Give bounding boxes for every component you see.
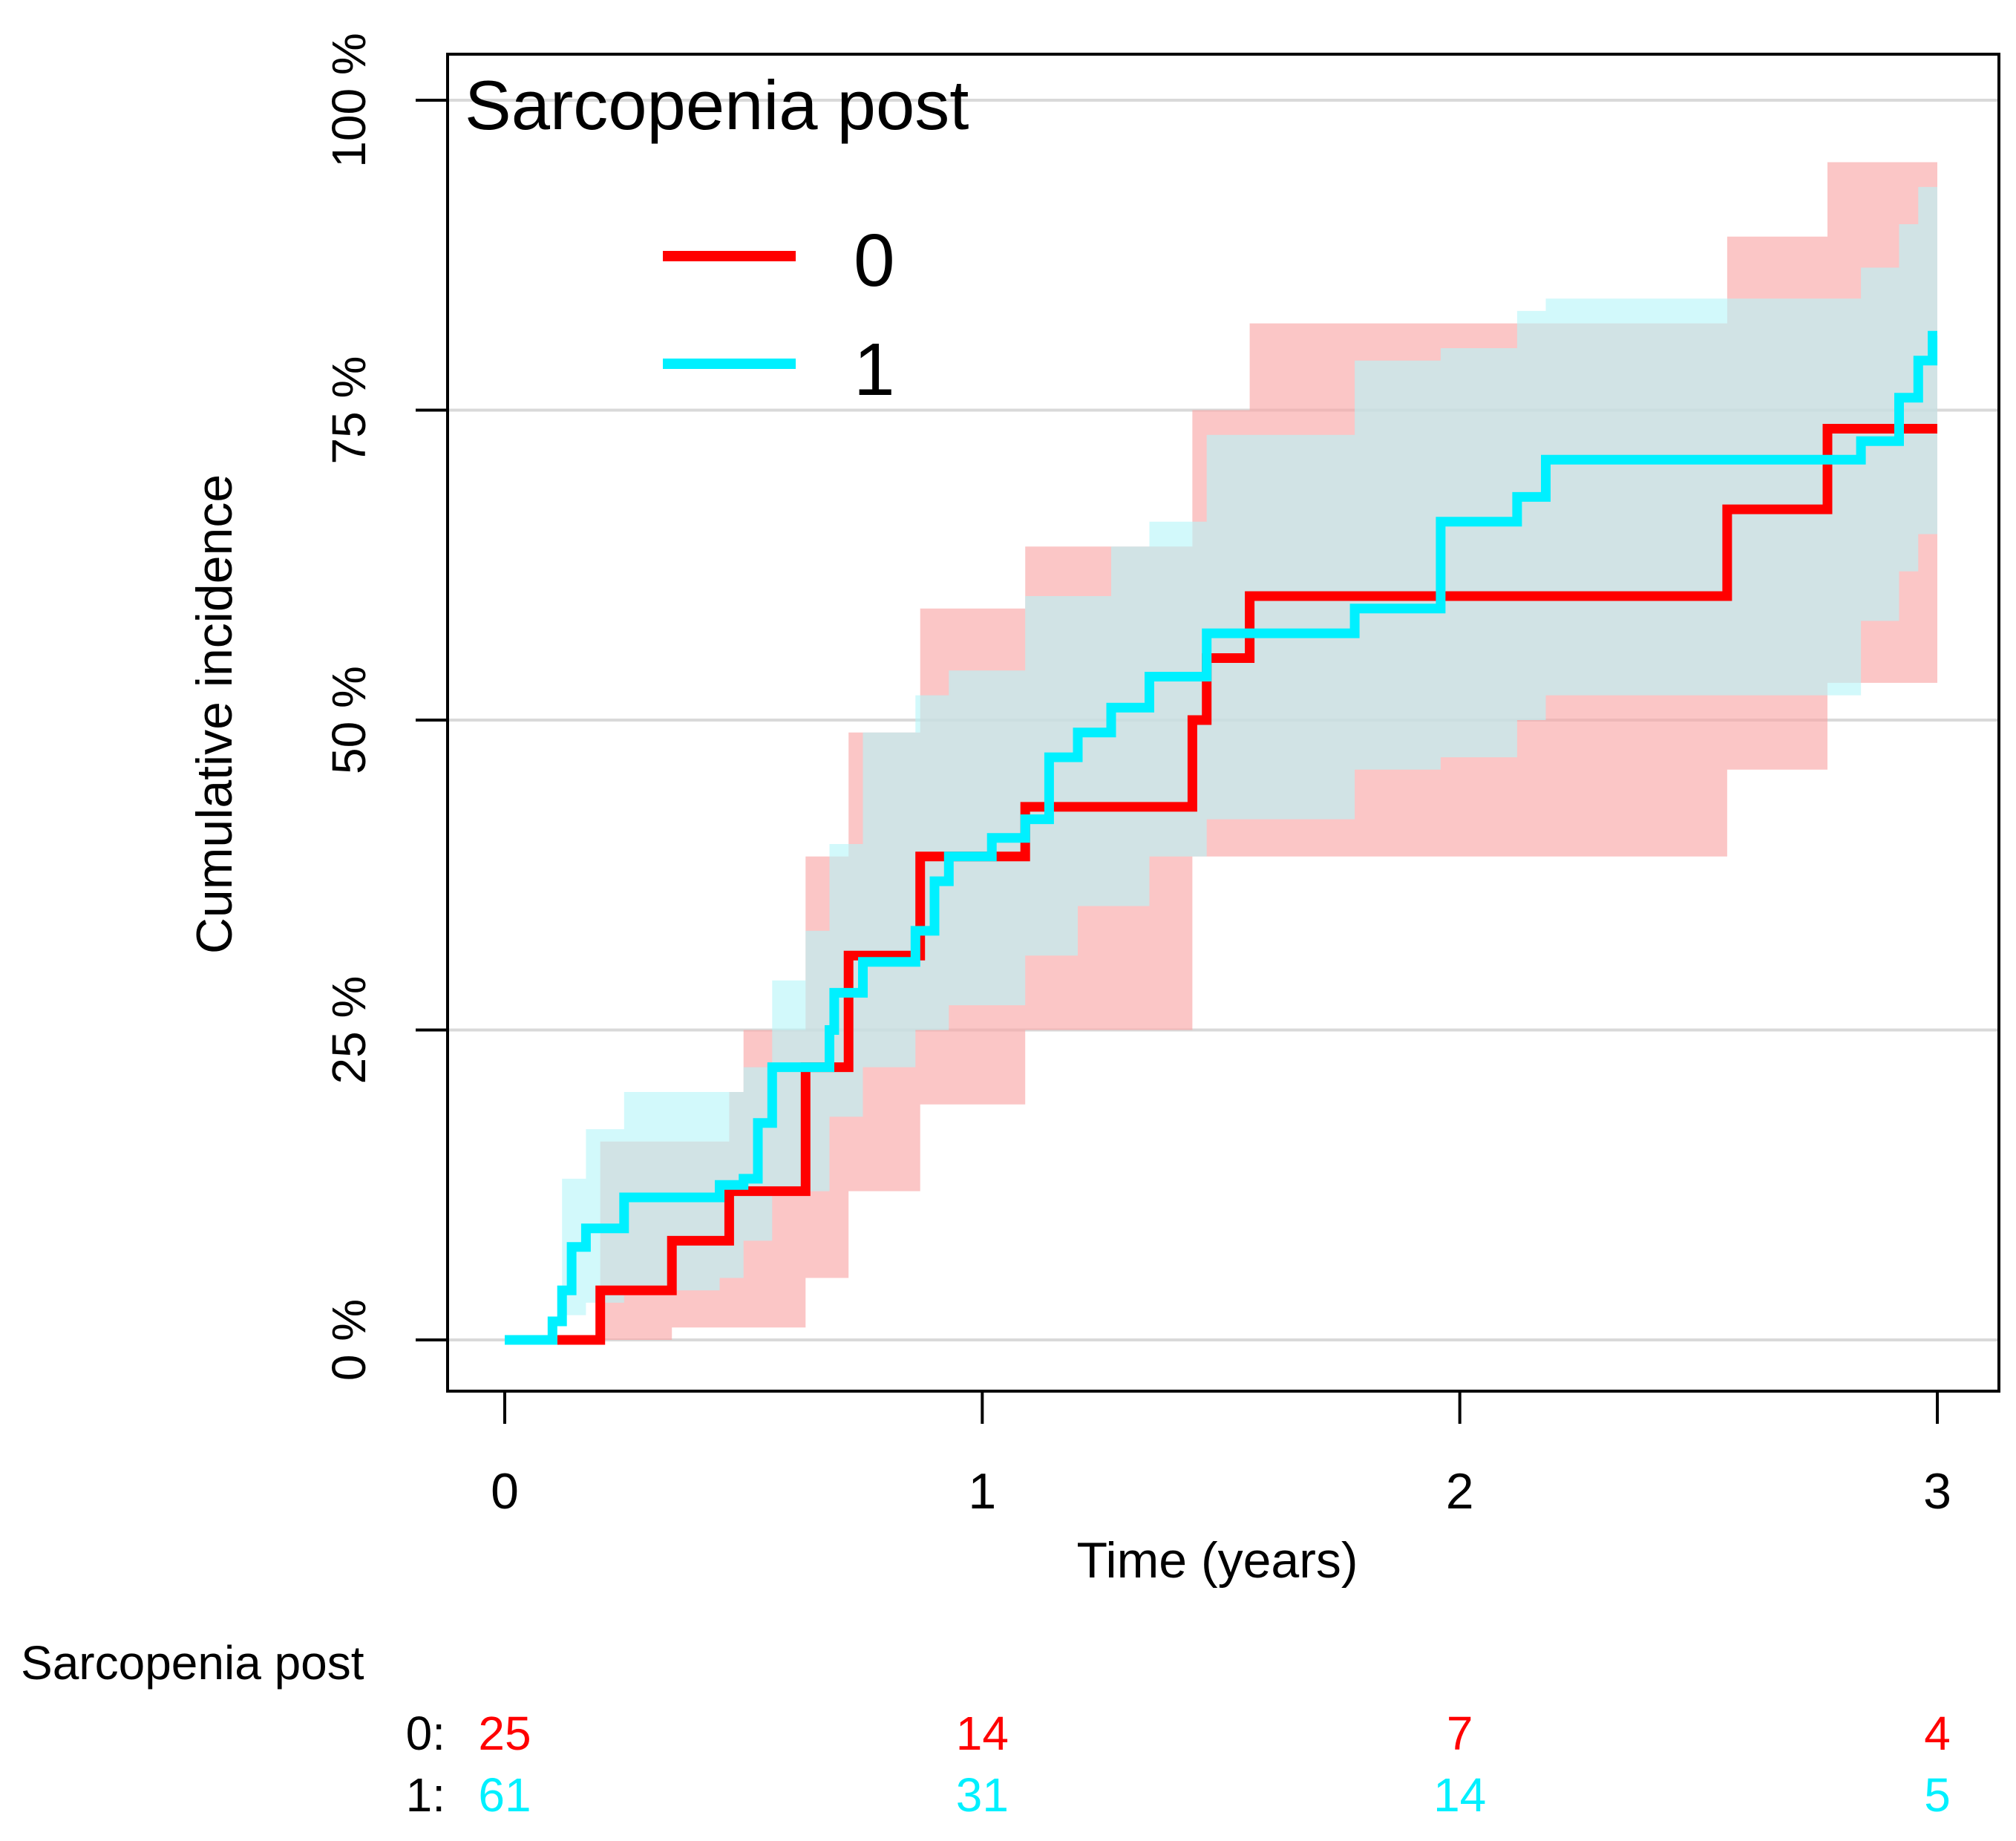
x-tick-label-0: 0 (491, 1463, 519, 1520)
y-tick-label-4: 100 % (322, 33, 376, 167)
risk-count-0-2: 7 (1447, 1707, 1473, 1760)
y-axis-title: Cumulative incidence (186, 474, 243, 954)
risk-count-0-3: 4 (1924, 1707, 1951, 1760)
risk-table-title: Sarcopenia post (21, 1636, 364, 1690)
legend-label-0: 0 (854, 219, 895, 302)
incidence-line-1 (505, 330, 1938, 1345)
legend-label-1: 1 (854, 328, 895, 411)
x-tick-label-1: 1 (968, 1463, 996, 1520)
legend: Sarcopenia post 0 1 (465, 66, 969, 411)
x-tick-label-3: 3 (1923, 1463, 1951, 1520)
risk-table: Sarcopenia post 0: 1: 25 14 7 4 61 31 14 5 (21, 1636, 1951, 1822)
risk-count-0-1: 14 (956, 1707, 1009, 1760)
y-tick-label-3: 75 % (322, 356, 376, 465)
y-tick-label-1: 25 % (322, 976, 376, 1085)
risk-row-label-1: 1: (406, 1768, 445, 1822)
y-tick-label-0: 0 % (322, 1299, 376, 1381)
confidence-band-1 (552, 186, 1937, 1340)
risk-row-label-0: 0: (406, 1707, 445, 1760)
x-tick-label-2: 2 (1446, 1463, 1474, 1520)
y-tick-label-2: 50 % (322, 666, 376, 774)
axes: 0 % 25 % 50 % 75 % 100 % 0 1 2 3 (322, 33, 1951, 1520)
incidence-curves (505, 330, 1938, 1345)
legend-title: Sarcopenia post (465, 66, 969, 144)
x-axis-title: Time (years) (1076, 1532, 1358, 1589)
risk-count-1-0: 61 (478, 1768, 531, 1822)
risk-count-1-3: 5 (1924, 1768, 1951, 1822)
risk-count-1-1: 31 (956, 1768, 1009, 1822)
risk-count-1-2: 14 (1433, 1768, 1486, 1822)
risk-count-0-0: 25 (478, 1707, 531, 1760)
